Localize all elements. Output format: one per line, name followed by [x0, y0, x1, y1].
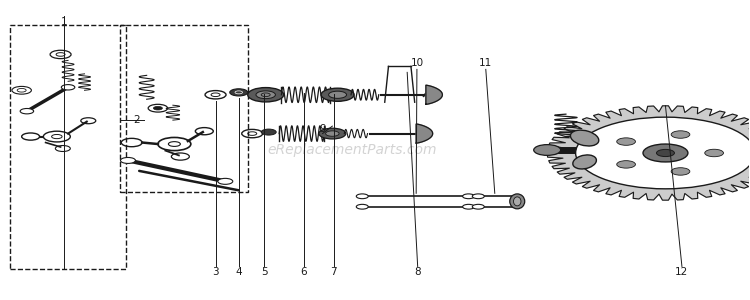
- Ellipse shape: [705, 149, 724, 157]
- Circle shape: [261, 129, 276, 135]
- Circle shape: [463, 204, 475, 209]
- Ellipse shape: [616, 138, 635, 145]
- Circle shape: [321, 88, 354, 101]
- Circle shape: [230, 89, 248, 96]
- Circle shape: [154, 106, 163, 110]
- Circle shape: [356, 194, 368, 199]
- Circle shape: [656, 149, 674, 157]
- Text: 9: 9: [320, 124, 326, 134]
- Text: 12: 12: [675, 267, 688, 278]
- Polygon shape: [548, 106, 750, 200]
- Ellipse shape: [573, 155, 596, 169]
- Ellipse shape: [510, 194, 525, 209]
- Circle shape: [472, 204, 484, 209]
- Ellipse shape: [514, 197, 521, 206]
- Text: 5: 5: [261, 267, 268, 278]
- Text: 10: 10: [410, 58, 424, 68]
- Text: 6: 6: [301, 267, 307, 278]
- Text: 2: 2: [134, 115, 140, 125]
- Circle shape: [328, 91, 346, 98]
- Text: 7: 7: [331, 267, 338, 278]
- Circle shape: [217, 178, 232, 184]
- Circle shape: [62, 85, 75, 90]
- Bar: [121, 25, 248, 192]
- Circle shape: [326, 131, 339, 136]
- Ellipse shape: [571, 130, 598, 146]
- Circle shape: [472, 194, 484, 199]
- Bar: [10, 25, 126, 269]
- Circle shape: [248, 88, 284, 102]
- Ellipse shape: [616, 161, 635, 168]
- Text: eReplacementParts.com: eReplacementParts.com: [268, 143, 437, 157]
- Circle shape: [319, 128, 346, 139]
- Circle shape: [121, 158, 136, 164]
- Text: 1: 1: [61, 16, 68, 27]
- Ellipse shape: [671, 131, 690, 138]
- Circle shape: [643, 144, 688, 162]
- Circle shape: [463, 194, 475, 199]
- Text: 11: 11: [479, 58, 493, 68]
- Circle shape: [256, 91, 275, 99]
- Ellipse shape: [671, 168, 690, 175]
- Circle shape: [534, 145, 561, 155]
- Circle shape: [576, 117, 750, 189]
- Text: 3: 3: [212, 267, 219, 278]
- Circle shape: [20, 109, 34, 114]
- Polygon shape: [416, 124, 433, 143]
- Text: 8: 8: [414, 267, 421, 278]
- Polygon shape: [426, 85, 442, 104]
- Text: 4: 4: [236, 267, 242, 278]
- Circle shape: [356, 204, 368, 209]
